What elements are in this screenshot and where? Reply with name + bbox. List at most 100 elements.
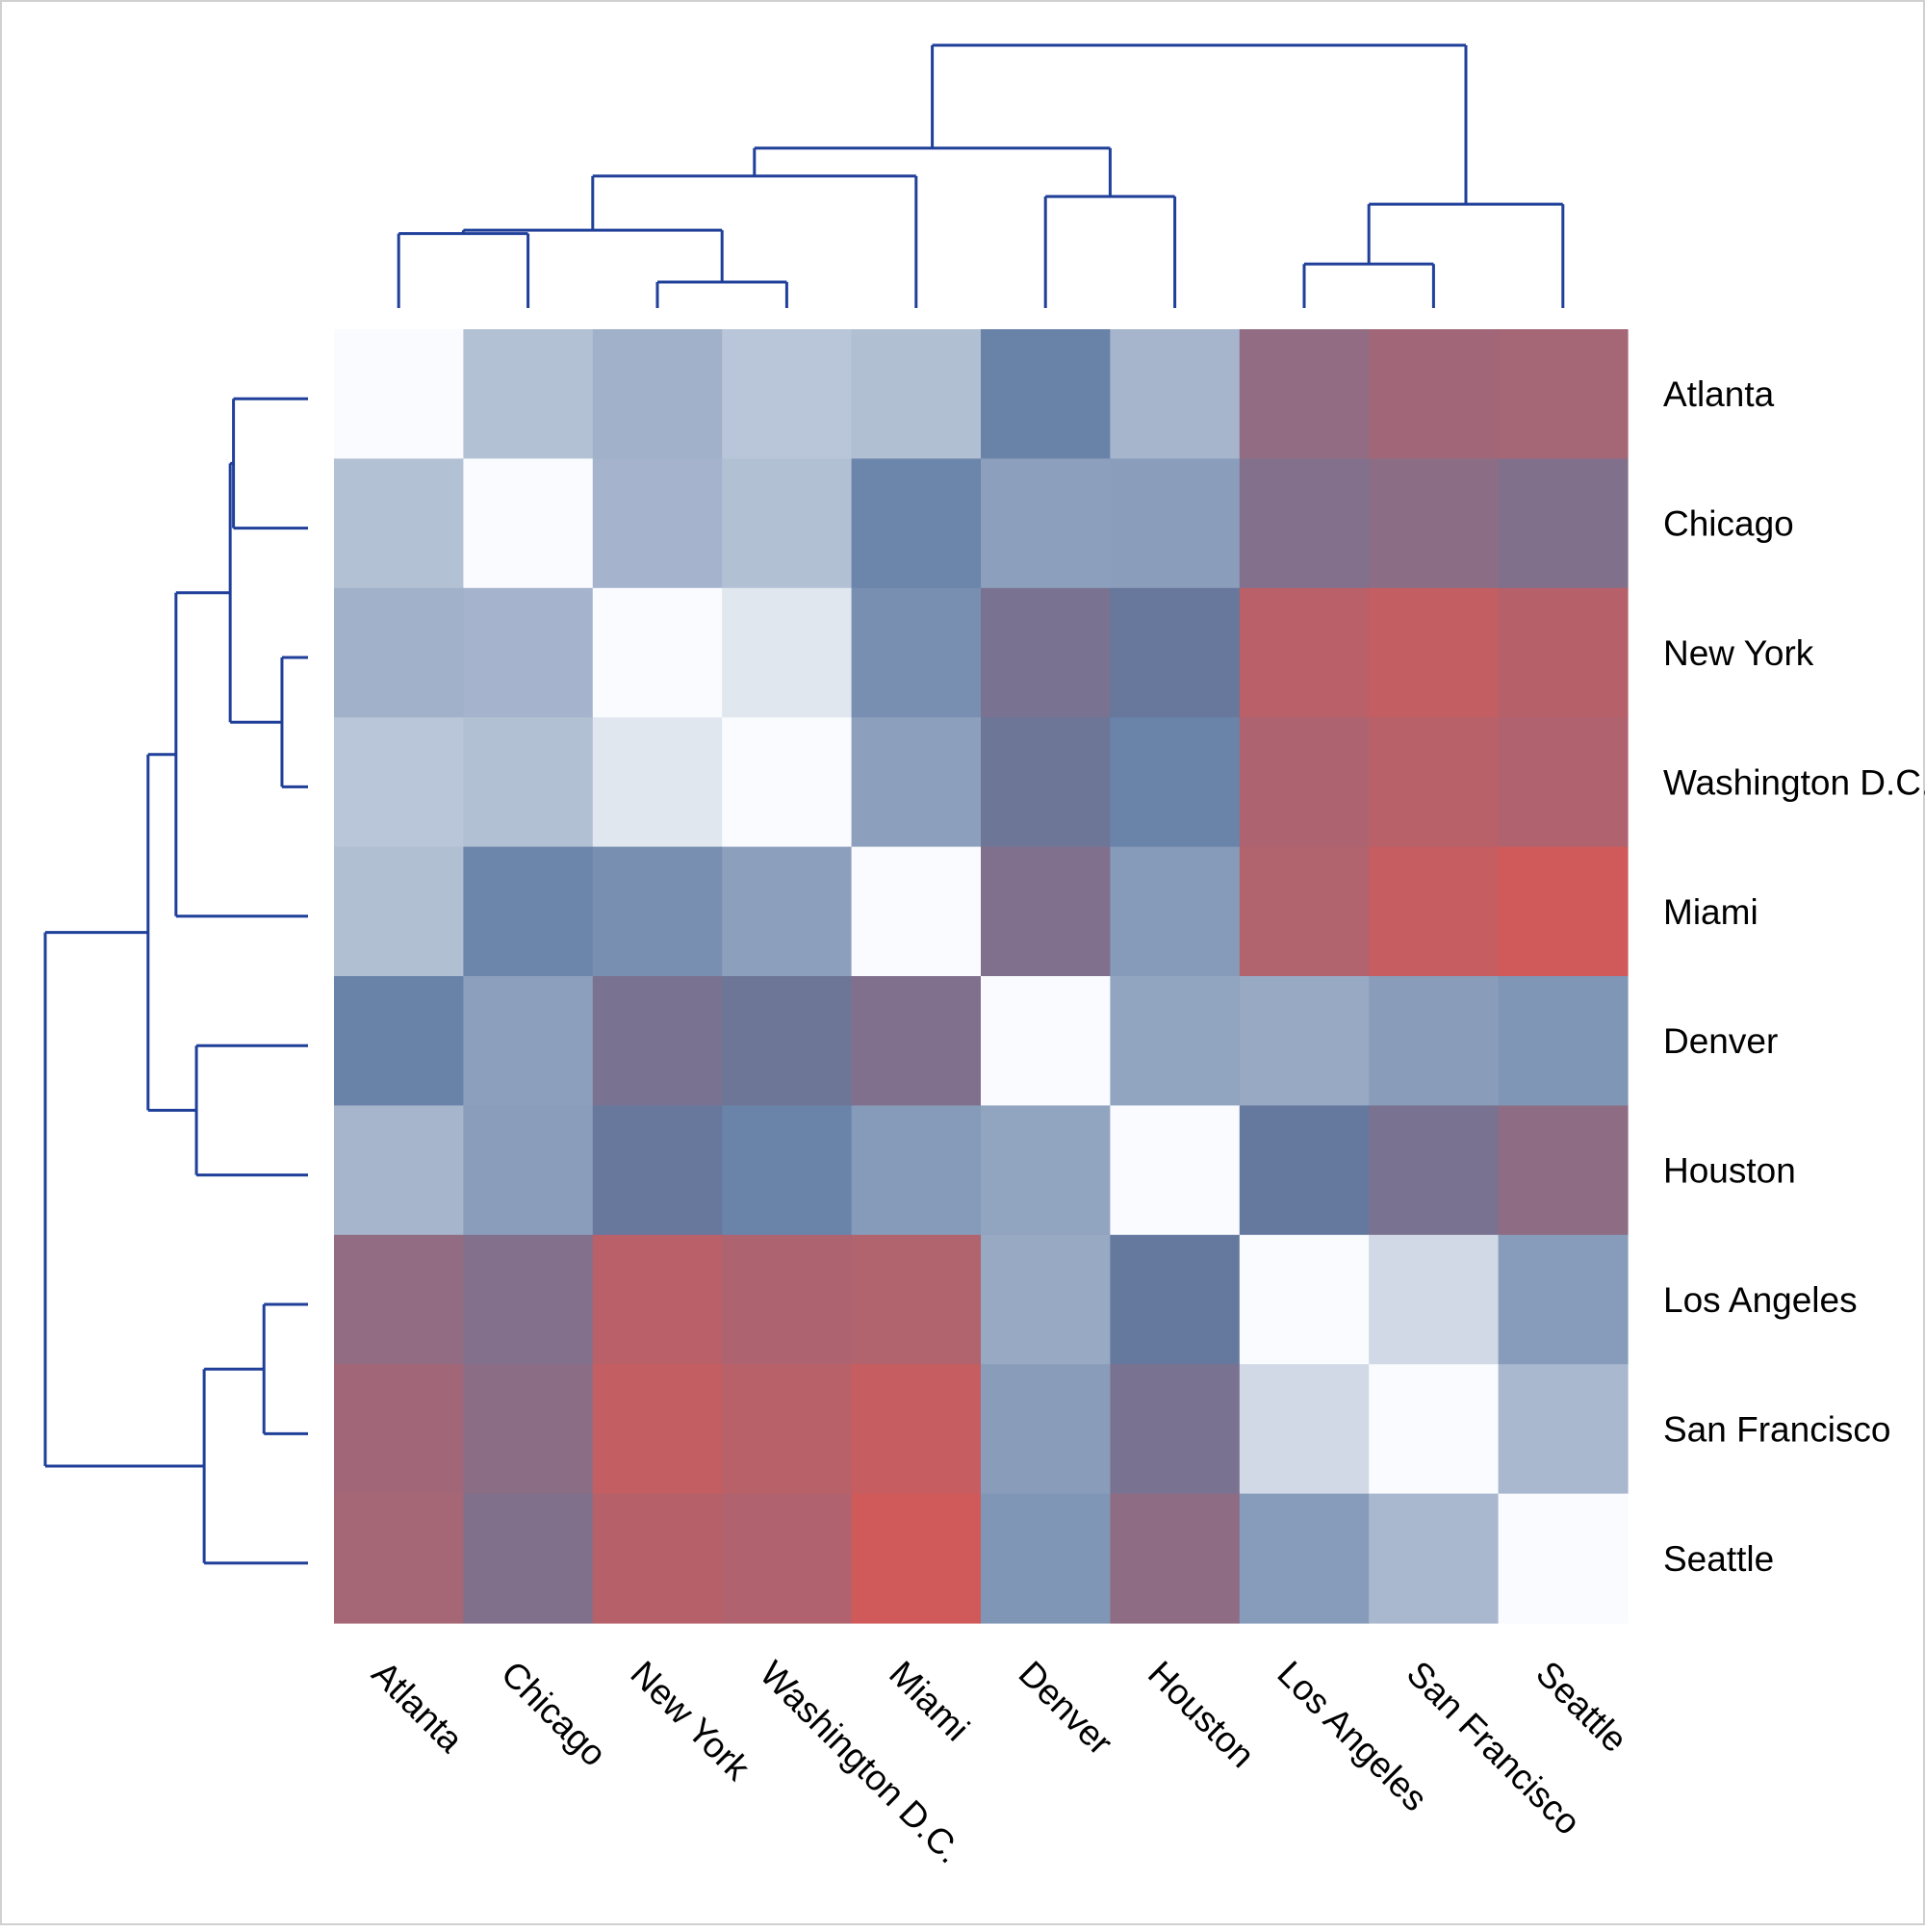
heatmap-cell-miami-atlanta	[334, 846, 464, 977]
heatmap-cell-new-york-houston	[1110, 587, 1241, 718]
heatmap-cell-houston-san-francisco	[1369, 1105, 1500, 1236]
heatmap-cell-houston-denver	[981, 1105, 1111, 1236]
heatmap-cell-san-francisco-chicago	[463, 1364, 594, 1495]
column-label-new-york: New York	[623, 1654, 757, 1789]
heatmap-cell-los-angeles-chicago	[463, 1234, 594, 1365]
heatmap-cell-denver-atlanta	[334, 976, 464, 1106]
row-label-washington-d-c: Washington D.C.	[1663, 762, 1925, 802]
row-label-san-francisco: San Francisco	[1663, 1409, 1891, 1449]
heatmap-cell-atlanta-san-francisco	[1369, 329, 1500, 459]
column-label-seattle: Seattle	[1528, 1654, 1634, 1760]
heatmap-cell-los-angeles-miami	[851, 1234, 982, 1365]
heatmap-cell-houston-miami	[851, 1105, 982, 1236]
heatmap-cell-washington-d-c-los-angeles	[1239, 717, 1370, 848]
heatmap-cell-atlanta-atlanta	[334, 329, 464, 459]
column-label-houston: Houston	[1141, 1654, 1262, 1775]
heatmap-cell-los-angeles-new-york	[592, 1234, 723, 1365]
heatmap-cell-new-york-atlanta	[334, 587, 464, 718]
heatmap-cell-seattle-denver	[981, 1493, 1111, 1624]
heatmap-cell-chicago-san-francisco	[1369, 458, 1500, 589]
heatmap-cell-washington-d-c-miami	[851, 717, 982, 848]
heatmap-cell-new-york-los-angeles	[1239, 587, 1370, 718]
heatmap-cell-new-york-chicago	[463, 587, 594, 718]
heatmap-cell-washington-d-c-new-york	[592, 717, 723, 848]
heatmap-cell-los-angeles-seattle	[1498, 1234, 1629, 1365]
column-label-atlanta: Atlanta	[365, 1654, 472, 1761]
heatmap-cell-san-francisco-houston	[1110, 1364, 1241, 1495]
heatmap-cell-atlanta-miami	[851, 329, 982, 459]
heatmap-cell-washington-d-c-washington-d-c	[722, 717, 853, 848]
heatmap-cell-new-york-san-francisco	[1369, 587, 1500, 718]
heatmap-cell-san-francisco-san-francisco	[1369, 1364, 1500, 1495]
row-labels: Atlanta Chicago New York Washington D.C. Mia…	[1663, 374, 1925, 1579]
heatmap-cell-houston-new-york	[592, 1105, 723, 1236]
heatmap-cell-chicago-seattle	[1498, 458, 1629, 589]
row-label-atlanta: Atlanta	[1663, 374, 1775, 414]
column-dendrogram	[397, 43, 1565, 308]
heatmap-cell-seattle-san-francisco	[1369, 1493, 1500, 1624]
heatmap-cell-houston-houston	[1110, 1105, 1241, 1236]
heatmap-cell-new-york-seattle	[1498, 587, 1629, 718]
heatmap-cell-denver-seattle	[1498, 976, 1629, 1106]
heatmap-cell-atlanta-washington-d-c	[722, 329, 853, 459]
row-label-chicago: Chicago	[1663, 504, 1794, 544]
heatmap-cell-houston-chicago	[463, 1105, 594, 1236]
heatmap-cell-seattle-houston	[1110, 1493, 1241, 1624]
heatmap-cell-miami-los-angeles	[1239, 846, 1370, 977]
column-label-miami: Miami	[882, 1654, 977, 1749]
heatmap-cell-seattle-new-york	[592, 1493, 723, 1624]
heatmap-cell-chicago-denver	[981, 458, 1111, 589]
heatmap-cell-new-york-new-york	[592, 587, 723, 718]
heatmap-cell-denver-denver	[981, 976, 1111, 1106]
heatmap-cell-chicago-atlanta	[334, 458, 464, 589]
heatmap-cell-new-york-miami	[851, 587, 982, 718]
heatmap-cells	[334, 329, 1629, 1624]
row-label-los-angeles: Los Angeles	[1663, 1280, 1858, 1320]
column-label-chicago: Chicago	[494, 1654, 614, 1774]
heatmap-cell-miami-seattle	[1498, 846, 1629, 977]
heatmap-cell-chicago-chicago	[463, 458, 594, 589]
heatmap-cell-denver-miami	[851, 976, 982, 1106]
heatmap-cell-los-angeles-san-francisco	[1369, 1234, 1500, 1365]
heatmap-cell-miami-washington-d-c	[722, 846, 853, 977]
heatmap-cell-atlanta-seattle	[1498, 329, 1629, 459]
heatmap-cell-chicago-new-york	[592, 458, 723, 589]
heatmap-cell-seattle-seattle	[1498, 1493, 1629, 1624]
heatmap-cell-atlanta-los-angeles	[1239, 329, 1370, 459]
heatmap-cell-atlanta-new-york	[592, 329, 723, 459]
heatmap-cell-washington-d-c-san-francisco	[1369, 717, 1500, 848]
heatmap-cell-los-angeles-los-angeles	[1239, 1234, 1370, 1365]
heatmap-cell-denver-new-york	[592, 976, 723, 1106]
heatmap-cell-new-york-washington-d-c	[722, 587, 853, 718]
heatmap-cell-denver-washington-d-c	[722, 976, 853, 1106]
row-label-miami: Miami	[1663, 892, 1758, 932]
heatmap-cell-san-francisco-denver	[981, 1364, 1111, 1495]
heatmap-cell-houston-seattle	[1498, 1105, 1629, 1236]
row-label-new-york: New York	[1663, 633, 1814, 673]
heatmap-cell-chicago-houston	[1110, 458, 1241, 589]
heatmap-cell-seattle-chicago	[463, 1493, 594, 1624]
heatmap-cell-seattle-miami	[851, 1493, 982, 1624]
heatmap-cell-chicago-washington-d-c	[722, 458, 853, 589]
heatmap-cell-seattle-los-angeles	[1239, 1493, 1370, 1624]
heatmap-cell-denver-san-francisco	[1369, 976, 1500, 1106]
heatmap-cell-chicago-los-angeles	[1239, 458, 1370, 589]
heatmap-cell-miami-san-francisco	[1369, 846, 1500, 977]
heatmap-cell-seattle-washington-d-c	[722, 1493, 853, 1624]
row-dendrogram	[43, 397, 308, 1565]
heatmap-cell-atlanta-denver	[981, 329, 1111, 459]
heatmap-cell-san-francisco-washington-d-c	[722, 1364, 853, 1495]
heatmap-cell-washington-d-c-seattle	[1498, 717, 1629, 848]
heatmap-cell-los-angeles-washington-d-c	[722, 1234, 853, 1365]
row-label-denver: Denver	[1663, 1021, 1778, 1061]
heatmap-cell-washington-d-c-houston	[1110, 717, 1241, 848]
heatmap-cell-miami-miami	[851, 846, 982, 977]
heatmap-cell-los-angeles-houston	[1110, 1234, 1241, 1365]
heatmap-cell-houston-washington-d-c	[722, 1105, 853, 1236]
heatmap-cell-miami-denver	[981, 846, 1111, 977]
row-label-seattle: Seattle	[1663, 1539, 1774, 1579]
heatmap-cell-washington-d-c-denver	[981, 717, 1111, 848]
